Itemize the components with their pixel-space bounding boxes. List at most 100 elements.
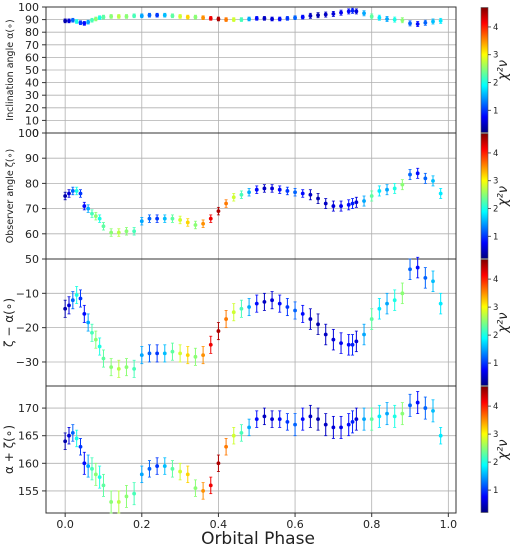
data-point xyxy=(438,433,443,438)
data-point xyxy=(185,220,190,225)
y-tick-label: 80 xyxy=(25,177,39,190)
data-point xyxy=(350,201,355,206)
y-tick-label: 70 xyxy=(25,39,39,52)
data-point xyxy=(254,417,259,422)
y-axis-label: Observer angle ζ(∘) xyxy=(5,149,16,244)
data-point xyxy=(93,472,98,477)
data-point xyxy=(362,199,366,203)
data-point xyxy=(400,411,405,416)
data-point xyxy=(293,190,297,195)
data-point xyxy=(93,214,98,219)
data-point xyxy=(201,353,206,358)
data-point xyxy=(438,191,443,196)
data-point xyxy=(178,14,183,19)
x-axis-label: Orbital Phase xyxy=(201,529,315,549)
colorbar xyxy=(480,386,489,513)
data-point xyxy=(224,317,228,321)
data-point xyxy=(254,187,259,192)
data-point xyxy=(408,267,412,272)
data-point xyxy=(400,182,405,187)
y-tick-label: 170 xyxy=(18,402,39,415)
colorbar-label: χ²ν xyxy=(496,186,511,207)
y-tick-label: 20 xyxy=(25,102,39,115)
data-point xyxy=(339,10,343,15)
data-point xyxy=(308,317,313,321)
data-point xyxy=(162,351,167,356)
data-point xyxy=(132,229,137,234)
data-point xyxy=(74,436,79,441)
data-point xyxy=(155,351,160,356)
panel-3: −30 −20 −10ζ − α(∘) 1 2 3 4 χ²ν xyxy=(2,256,511,387)
data-point xyxy=(369,194,374,198)
data-point xyxy=(423,176,428,181)
data-point xyxy=(193,15,198,19)
data-point xyxy=(185,353,190,358)
y-tick-label: 100 xyxy=(18,127,39,140)
data-point xyxy=(270,17,274,21)
colorbar xyxy=(480,7,489,133)
data-point xyxy=(377,189,382,193)
y-tick-label: 100 xyxy=(18,1,39,14)
data-point xyxy=(408,21,412,26)
y-tick-label: 30 xyxy=(25,89,39,102)
data-point xyxy=(74,19,79,24)
data-point xyxy=(124,365,129,370)
data-point xyxy=(90,211,94,216)
data-point xyxy=(377,306,382,311)
data-point xyxy=(116,14,121,19)
data-point xyxy=(339,425,343,430)
data-point xyxy=(262,186,267,191)
data-point xyxy=(70,189,75,193)
y-tick-label: 0 xyxy=(32,127,39,140)
data-point xyxy=(415,22,420,26)
data-point xyxy=(247,190,251,195)
data-point xyxy=(170,349,175,354)
data-point xyxy=(285,305,290,309)
data-point xyxy=(316,13,320,18)
data-point xyxy=(408,172,412,177)
data-point xyxy=(385,187,389,192)
data-point xyxy=(162,216,167,221)
data-point xyxy=(208,483,213,488)
data-point xyxy=(346,202,351,207)
colorbar-tick-label: 2 xyxy=(493,79,498,89)
data-point xyxy=(147,13,152,18)
data-point xyxy=(247,305,251,309)
data-point xyxy=(147,216,152,221)
data-point xyxy=(385,17,389,21)
data-point xyxy=(185,15,190,19)
data-point xyxy=(70,298,75,303)
data-point xyxy=(392,298,397,303)
data-point xyxy=(415,265,420,270)
colorbar-tick-label: 3 xyxy=(493,303,498,313)
data-point xyxy=(277,301,282,306)
data-point xyxy=(285,419,290,424)
data-point xyxy=(101,15,106,19)
data-point xyxy=(178,218,183,222)
data-point xyxy=(101,224,106,229)
data-point xyxy=(270,186,274,191)
colorbar-tick-label: 4 xyxy=(493,275,498,285)
y-axis-label: ζ − α(∘) xyxy=(2,298,16,347)
data-point xyxy=(162,13,167,18)
data-point xyxy=(124,14,129,19)
y-tick-label: 10 xyxy=(25,114,39,127)
data-point xyxy=(392,414,397,419)
data-point xyxy=(415,400,420,405)
data-point xyxy=(139,353,144,358)
data-point xyxy=(139,219,144,224)
data-point xyxy=(323,332,328,337)
data-point xyxy=(231,310,236,315)
data-point xyxy=(392,17,397,22)
data-point xyxy=(323,201,328,206)
data-point xyxy=(208,216,213,221)
data-point xyxy=(224,17,228,22)
data-point xyxy=(408,403,412,408)
data-point xyxy=(400,18,405,23)
data-point xyxy=(224,201,228,206)
data-point xyxy=(170,466,175,471)
data-point xyxy=(86,320,91,325)
data-point xyxy=(178,469,183,474)
data-point xyxy=(216,209,221,214)
data-point xyxy=(224,444,228,449)
